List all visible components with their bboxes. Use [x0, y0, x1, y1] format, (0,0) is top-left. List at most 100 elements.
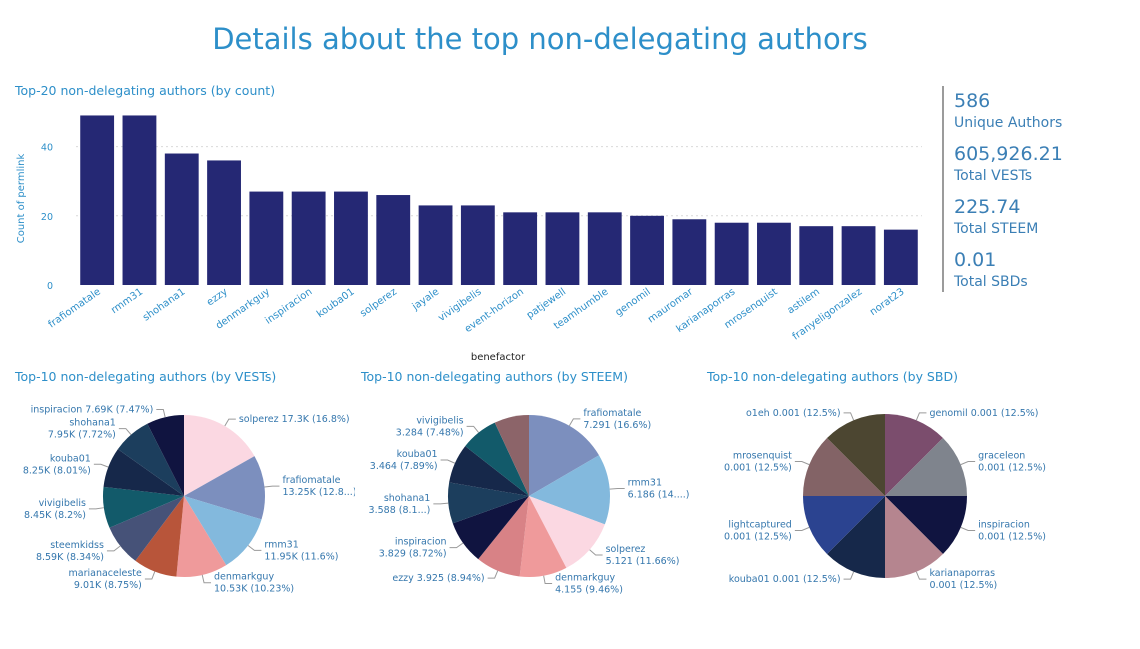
slice-label: vivigibelis 8.45K (8.2%) [24, 498, 86, 521]
slice-label: frafiomatale 7.291 (16.6%) [583, 408, 651, 431]
pie-slice[interactable] [452, 496, 529, 560]
pie-slice[interactable] [529, 455, 610, 525]
bar[interactable] [883, 229, 918, 285]
slice-label: inspiracion 3.829 (8.72%) [379, 537, 447, 560]
y-tick-label: 20 [41, 212, 53, 223]
pie-slice[interactable] [885, 496, 967, 554]
steem-pie-title: Top-10 non-delegating authors (by STEEM) [361, 369, 628, 384]
leader-line [568, 418, 581, 427]
bar[interactable] [207, 160, 241, 285]
bar[interactable] [122, 115, 157, 286]
pie-slice[interactable] [109, 496, 184, 561]
pie-slice[interactable] [102, 486, 184, 528]
pie-slice[interactable] [885, 496, 943, 578]
x-tick-label: inspiracion [263, 286, 314, 326]
pie-slice[interactable] [117, 423, 184, 496]
bar[interactable] [334, 191, 368, 285]
leader-line [843, 412, 855, 421]
bar-chart-title: Top-20 non-delegating authors (by count) [15, 83, 276, 98]
sbd-pie-title: Top-10 non-delegating authors (by SBD) [707, 369, 958, 384]
x-tick-label: rmm31 [109, 286, 145, 316]
leader-line [466, 425, 479, 433]
bar[interactable] [841, 226, 876, 285]
x-tick-label: shohana1 [141, 286, 187, 323]
pie-slice[interactable] [184, 415, 255, 496]
slice-label: denmarkguy 4.155 (9.46%) [555, 573, 623, 596]
leader-line [589, 549, 603, 556]
leader-line [843, 571, 855, 580]
pie-slice[interactable] [449, 446, 529, 496]
pie-slice[interactable] [529, 496, 605, 568]
pie-slice[interactable] [147, 415, 184, 496]
bar[interactable] [249, 191, 284, 285]
leader-line [915, 571, 927, 580]
slice-label: solperez 5.121 (11.66%) [606, 544, 680, 567]
slice-label: inspiracion 7.69K (7.47%) [31, 404, 154, 415]
x-tick-label: jayale [410, 286, 442, 313]
bar[interactable] [164, 153, 199, 285]
slice-label: kouba01 8.25K (8.01%) [23, 453, 91, 476]
slice-label: marianaceleste 9.01K (8.75%) [69, 568, 143, 591]
pie-slice[interactable] [803, 496, 885, 554]
bar[interactable] [291, 191, 326, 285]
slice-label: mrosenquist 0.001 (12.5%) [724, 451, 792, 474]
bar[interactable] [418, 205, 453, 285]
vests-pie-title: Top-10 non-delegating authors (by VESTs) [15, 369, 277, 384]
leader-line [960, 526, 976, 531]
slice-label: kouba01 0.001 (12.5%) [729, 574, 841, 585]
slice-label: kouba01 3.464 (7.89%) [370, 449, 438, 472]
leader-line [93, 463, 109, 468]
bar[interactable] [460, 205, 495, 285]
total-steem-label: Total STEEM [954, 221, 1039, 237]
bar[interactable] [630, 215, 664, 285]
leader-line [960, 461, 976, 466]
bar[interactable] [545, 212, 580, 285]
total-vests-value: 605,926.21 [954, 143, 1063, 165]
pie-slice[interactable] [885, 438, 967, 496]
total-vests-label: Total VESTs [954, 168, 1032, 184]
y-tick-label: 0 [47, 281, 53, 292]
leader-line [449, 542, 464, 549]
pie-slice[interactable] [803, 438, 885, 496]
pie-slice[interactable] [184, 496, 262, 566]
leader-line [487, 570, 499, 579]
bar[interactable] [587, 212, 622, 285]
bar[interactable] [80, 115, 115, 286]
bar[interactable] [376, 195, 411, 285]
pie-slice[interactable] [519, 496, 567, 577]
x-tick-label: astilem [786, 286, 822, 316]
x-tick-label: solperez [358, 286, 399, 319]
x-axis-label: benefactor [471, 352, 526, 363]
pie-slice[interactable] [494, 415, 529, 496]
leader-line [440, 459, 456, 464]
bar[interactable] [503, 212, 538, 285]
bar[interactable] [757, 222, 791, 285]
slice-label: vivigibelis 3.284 (7.48%) [396, 415, 464, 438]
pie-slice[interactable] [184, 456, 265, 520]
bar[interactable] [672, 219, 707, 285]
pie-slice[interactable] [135, 496, 184, 577]
slice-label: denmarkguy 10.53K (10.23%) [214, 572, 294, 595]
leader-line [88, 507, 104, 510]
bar[interactable] [714, 222, 749, 285]
slice-label: steemkidss 8.59K (8.34%) [36, 540, 104, 563]
pie-slice[interactable] [478, 496, 529, 577]
x-tick-label: genomil [613, 286, 652, 318]
pie-slice[interactable] [176, 496, 227, 577]
steem-pie-chart: frafiomatale 7.291 (16.6%) rmm31 6.186 (14.… [369, 408, 690, 596]
pie-slice[interactable] [885, 414, 943, 496]
total-sbds-label: Total SBDs [954, 274, 1028, 290]
pie-slice[interactable] [827, 496, 885, 578]
total-sbds-value: 0.01 [954, 249, 997, 271]
leader-line [794, 526, 810, 531]
pie-slice[interactable] [529, 415, 600, 496]
leader-line [247, 545, 262, 551]
pie-slice[interactable] [465, 422, 529, 496]
x-tick-label: franyeligonzalez [791, 286, 865, 342]
bar[interactable] [799, 226, 834, 285]
pie-slice[interactable] [448, 482, 529, 524]
slice-label: lightcaptured 0.001 (12.5%) [724, 519, 792, 542]
pie-slice[interactable] [827, 414, 885, 496]
pie-slice[interactable] [103, 449, 184, 496]
